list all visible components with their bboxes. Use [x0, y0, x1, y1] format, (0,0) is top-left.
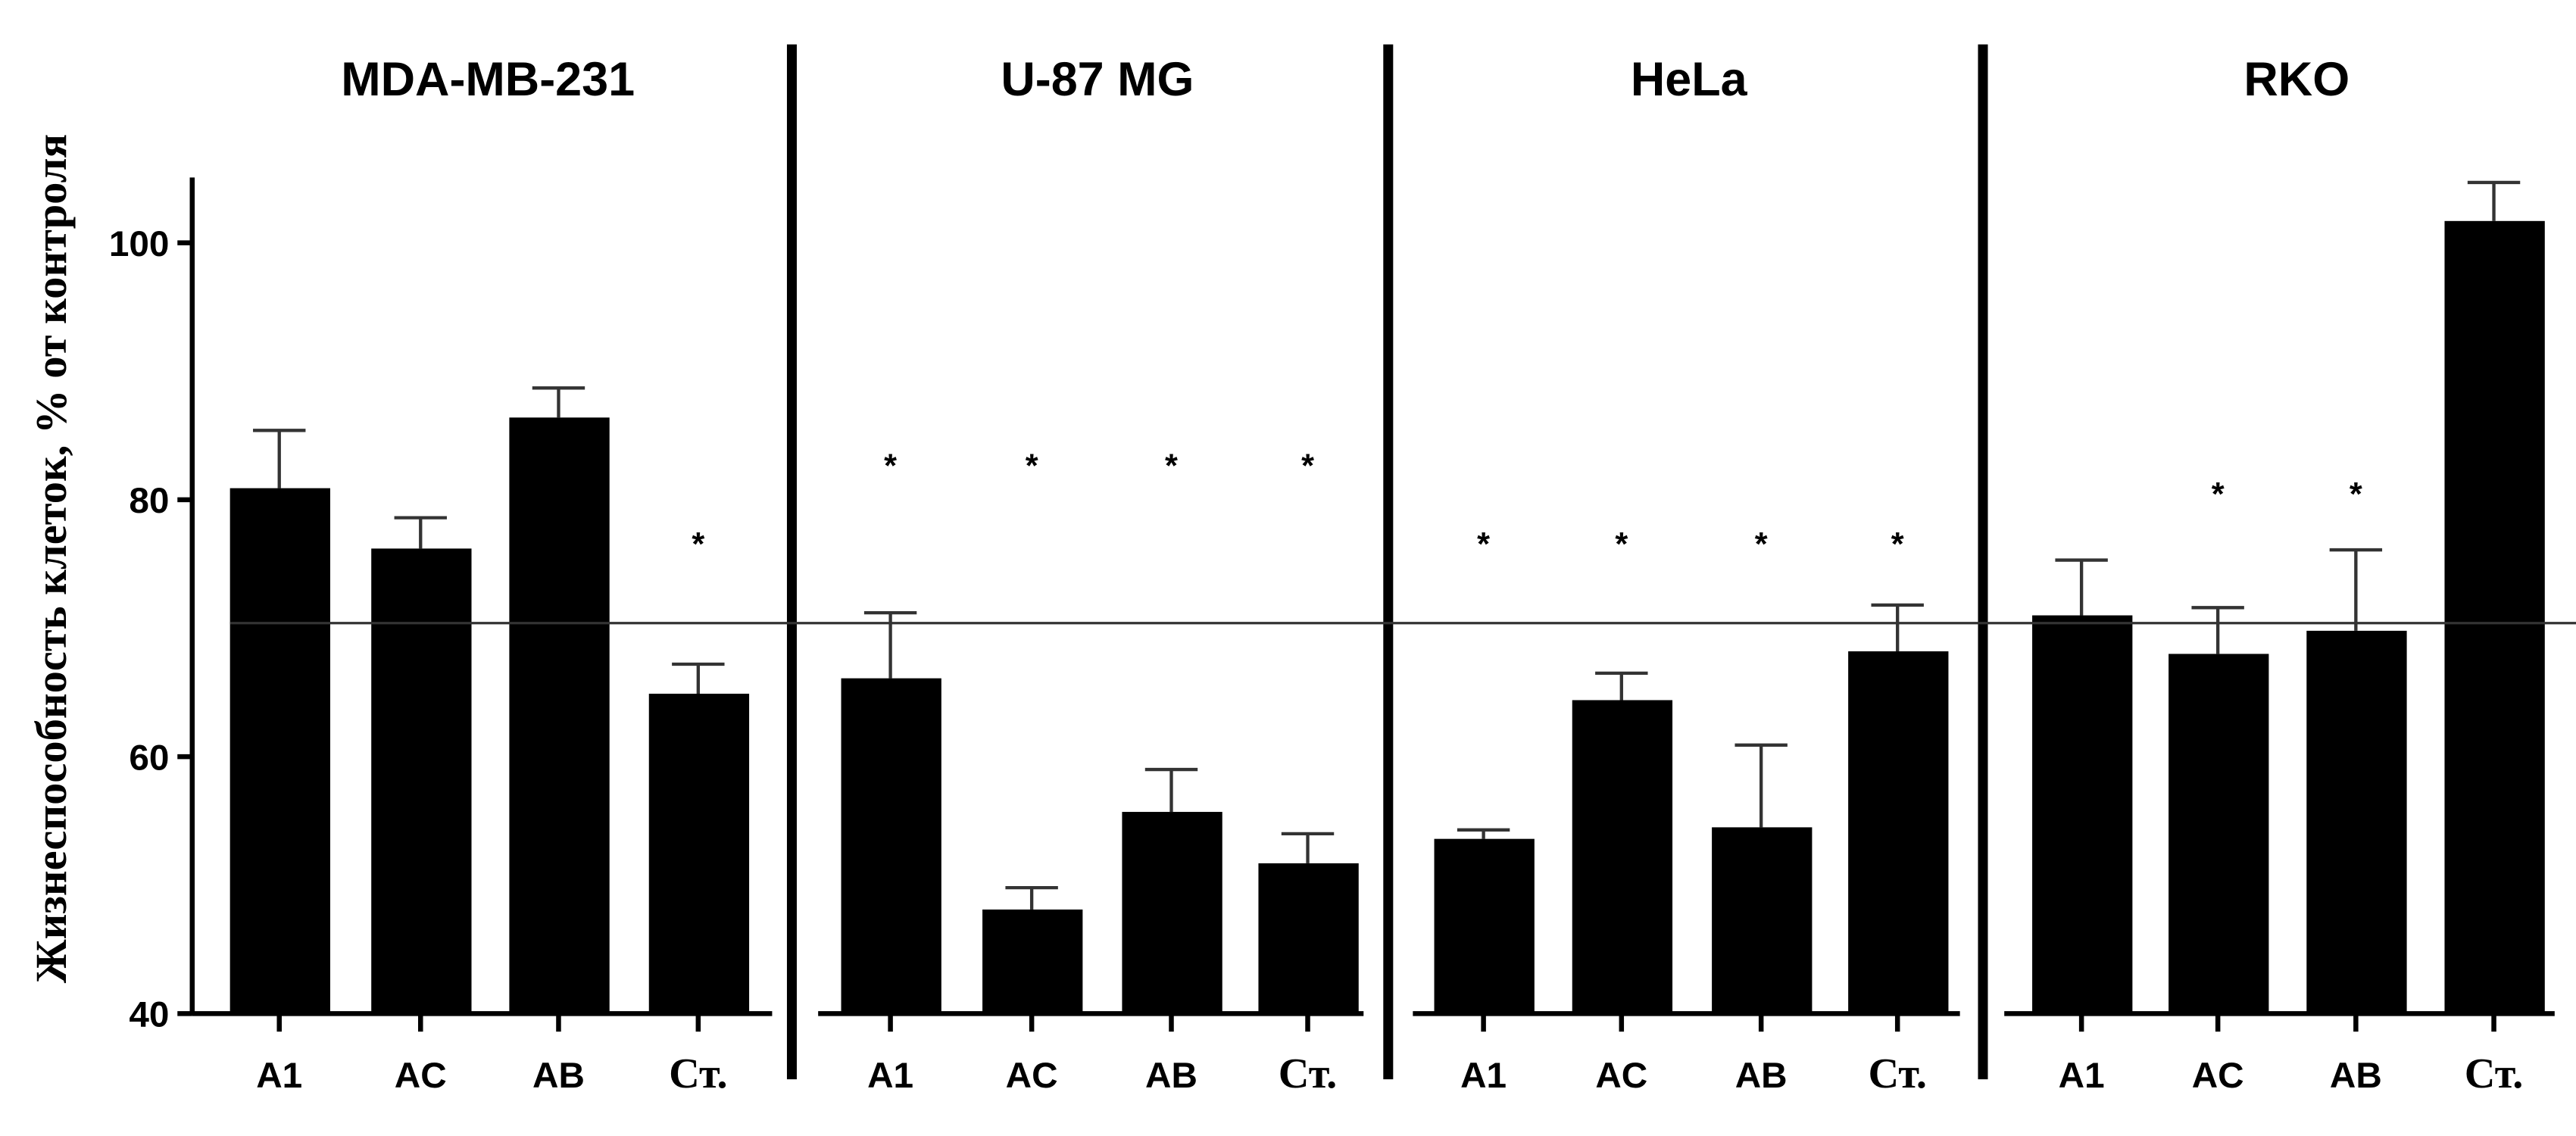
x-tick-label: AB: [2330, 1056, 2382, 1096]
significance-marker: *: [1755, 526, 1768, 563]
x-tick-label: Ст.: [1279, 1050, 1338, 1097]
bar: [2306, 630, 2407, 1014]
significance-marker: *: [1477, 526, 1490, 563]
bar: [2169, 654, 2269, 1014]
x-tick-label: A1: [256, 1056, 302, 1096]
x-tick-label: Ст.: [669, 1050, 728, 1097]
bar: [509, 417, 610, 1014]
panel-title: HeLa: [1631, 53, 1748, 106]
y-tick-label: 40: [129, 995, 169, 1035]
x-tick-label: A1: [2059, 1056, 2105, 1096]
bar: [1122, 812, 1222, 1014]
bar: [1712, 827, 1813, 1014]
significance-marker: *: [2350, 476, 2362, 513]
x-tick-label: AC: [395, 1056, 447, 1096]
bar: [2444, 220, 2545, 1014]
bar: [229, 488, 330, 1014]
significance-marker: *: [1165, 448, 1178, 485]
x-tick-label: A1: [867, 1056, 913, 1096]
bar: [982, 909, 1083, 1014]
y-tick-label: 80: [129, 481, 169, 521]
significance-marker: *: [1891, 526, 1904, 563]
significance-marker: *: [884, 448, 897, 485]
y-axis-label: Жизнеспособность клеток, % от контроля: [27, 134, 76, 983]
significance-marker: *: [692, 526, 704, 563]
bar: [1434, 838, 1535, 1014]
x-tick-label: AB: [1145, 1056, 1197, 1096]
panel-title: MDA-MB-231: [341, 53, 635, 106]
x-tick-label: AC: [1006, 1056, 1058, 1096]
bar: [648, 693, 750, 1014]
significance-marker: *: [1026, 448, 1038, 485]
bar: [2032, 615, 2133, 1014]
x-tick-label: AC: [1595, 1056, 1647, 1096]
significance-marker: *: [2212, 476, 2225, 513]
y-tick-label: 100: [109, 224, 170, 264]
x-tick-label: AB: [1735, 1056, 1788, 1096]
bar: [1848, 651, 1949, 1014]
x-tick-label: AB: [532, 1056, 585, 1096]
x-tick-label: AC: [2192, 1056, 2244, 1096]
bar: [1572, 700, 1673, 1014]
panel-title: U-87 MG: [1001, 53, 1194, 106]
bar: [1258, 863, 1359, 1014]
x-tick-label: Ст.: [1868, 1050, 1927, 1097]
x-tick-label: Ст.: [2465, 1050, 2524, 1097]
y-tick-label: 60: [129, 738, 169, 778]
bar: [371, 548, 472, 1014]
x-tick-label: A1: [1460, 1056, 1507, 1096]
significance-marker: *: [1615, 526, 1628, 563]
panel-title: RKO: [2243, 53, 2350, 106]
significance-marker: *: [1301, 448, 1314, 485]
bar: [841, 678, 941, 1014]
